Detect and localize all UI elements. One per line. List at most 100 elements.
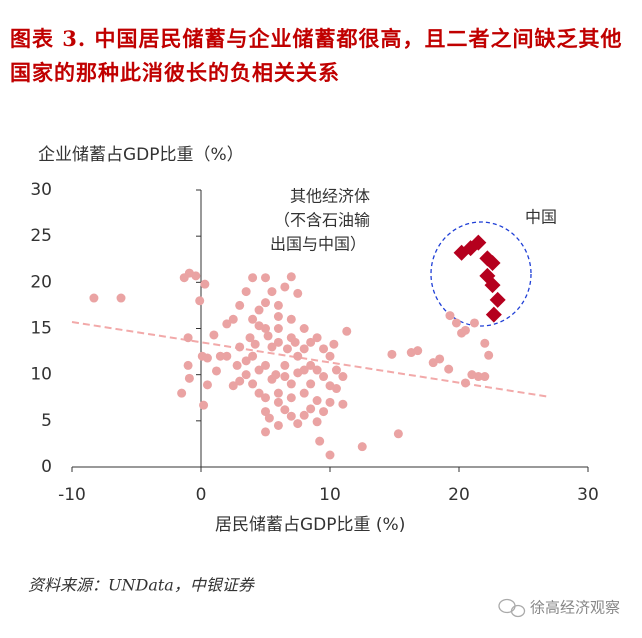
point [273,420,283,430]
point [273,388,283,398]
point [435,354,445,364]
point [235,342,245,352]
point [184,373,194,383]
y-axis-label: 企业储蓄占GDP比重（%） [38,145,244,165]
point [199,400,209,410]
point [89,293,99,303]
point [413,346,423,356]
point [451,318,461,328]
point [299,365,309,375]
x-tick-label: -10 [58,485,86,505]
point [299,344,309,354]
point [484,277,501,294]
point [273,337,283,347]
point [312,333,322,343]
point [286,272,296,282]
point [484,254,501,271]
point [315,436,325,446]
point [267,342,277,352]
point [183,333,193,343]
point [202,353,212,363]
point [250,339,260,349]
point [293,351,303,361]
point [254,365,264,375]
point [293,419,303,429]
x-tick-label: 20 [448,485,470,505]
china-circle [430,221,532,327]
point [331,384,341,394]
point [235,300,245,310]
point [261,393,270,403]
point [306,337,316,347]
point [195,296,205,306]
point [282,344,292,354]
point [325,397,335,407]
point [273,311,283,321]
point [329,339,339,349]
watermark: 徐高经济观察 [530,599,620,617]
x-tick-label: 10 [319,485,341,505]
point [200,279,210,289]
point [306,360,316,370]
point [286,314,296,324]
point [235,376,245,386]
y-tick-label: 10 [30,365,52,385]
x-tick-label: 0 [196,485,207,505]
point [183,360,193,370]
point [445,311,455,321]
point [306,404,316,414]
point [469,318,479,328]
point [254,321,264,331]
point [319,372,329,382]
point [338,372,348,382]
point [293,288,303,298]
point [261,427,270,437]
point [312,365,322,375]
point [267,287,277,297]
point [280,360,290,370]
y-tick-label: 20 [30,272,52,292]
point [357,442,367,452]
point [470,234,487,251]
point [232,360,242,370]
y-tick-label: 15 [30,319,52,339]
point [191,271,201,281]
annotation: 出国与中国） [270,235,366,254]
point [280,282,290,292]
point [264,413,274,423]
point [306,379,316,389]
point [248,379,258,389]
point [299,410,309,420]
point [393,429,403,439]
y-tick-label: 30 [30,180,52,200]
point [480,372,490,382]
point [467,370,477,380]
point [387,349,397,359]
point [319,344,329,354]
chart-title: 图表 3. 中国居民储蓄与企业储蓄都很高，且二者之间缺乏其他国家的那种此消彼长的… [10,26,623,85]
point [228,381,238,391]
y-tick-label: 25 [30,226,52,246]
source: 资料来源：UNData，中银证券 [28,576,256,595]
point [245,333,255,343]
point [280,372,290,382]
annotation: （不含石油输 [274,211,370,230]
point [222,351,232,361]
point [485,306,502,323]
point [325,450,335,460]
point [248,314,258,324]
point [325,351,335,361]
annotation: 其他经济体 [290,187,370,206]
annotation: 中国 [525,208,557,227]
point [273,397,283,407]
trend-line [71,321,550,398]
point [202,380,212,390]
point [273,324,283,333]
point [271,370,281,380]
point [222,319,232,329]
point [460,325,470,335]
point [299,388,309,398]
point [209,330,219,340]
point [312,417,322,427]
